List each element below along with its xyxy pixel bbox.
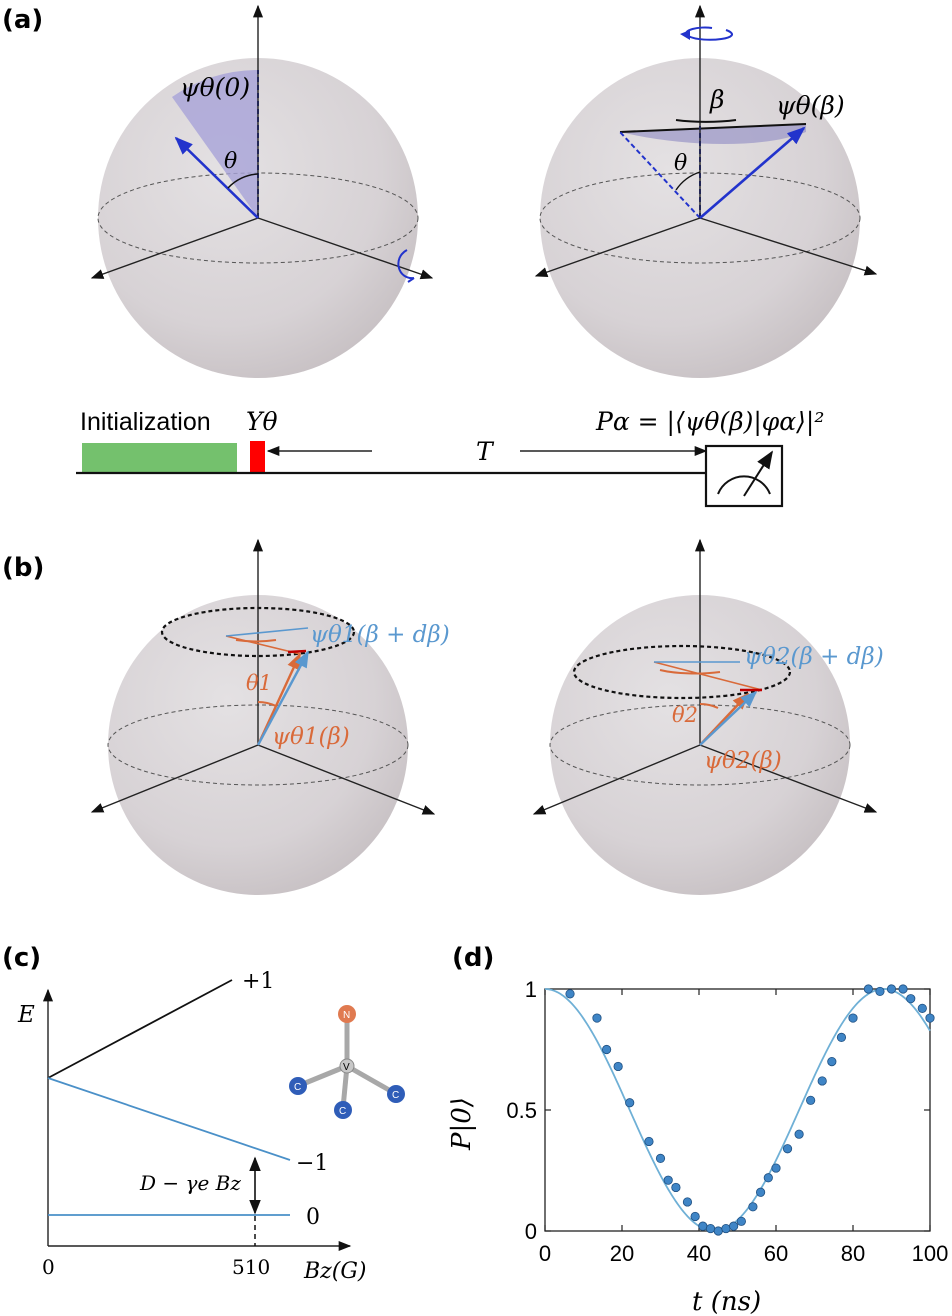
atom-c-label-2: C (339, 1106, 346, 1117)
pulse-sequence (76, 441, 784, 508)
panel-label-a: (a) (2, 5, 43, 35)
level-plus-one-line (47, 979, 233, 1079)
bloch-sphere-left-a (90, 4, 434, 378)
bloch-sphere-left-b (90, 538, 436, 895)
level-label-plus-one: +1 (242, 969, 274, 994)
data-point (705, 1223, 716, 1234)
measurement-probability-label: Pα = |⟨ψθ(β)|φα⟩|² (595, 407, 824, 437)
data-point (736, 1216, 746, 1226)
fit-curve (544, 988, 931, 1232)
panel-label-c: (c) (2, 943, 41, 973)
x-axis-label: t (ns) (692, 1287, 761, 1316)
data-point (906, 994, 916, 1004)
atom-v-label: V (343, 1062, 350, 1073)
data-point (917, 1003, 927, 1013)
atom-c-label-1: C (294, 1082, 301, 1093)
data-point (625, 1098, 635, 1108)
data-point (671, 1182, 681, 1193)
data-point (721, 1223, 731, 1234)
data-point (806, 1095, 816, 1105)
data-point (644, 1136, 654, 1147)
data-point (682, 1197, 693, 1207)
data-point (729, 1221, 739, 1231)
data-point (827, 1057, 837, 1067)
energy-axis-label: E (17, 1002, 35, 1028)
level-label-minus-one: −1 (296, 1151, 328, 1176)
data-point (592, 1013, 602, 1023)
data-point (698, 1221, 708, 1231)
bloch-sphere-right-b (532, 538, 878, 895)
data-point (817, 1076, 827, 1086)
data-point (886, 984, 897, 994)
y-tick-label: 0.5 (506, 1098, 537, 1123)
energy-level-diagram (42, 979, 405, 1252)
data-point (748, 1202, 758, 1212)
panel-label-d: (d) (452, 943, 494, 973)
initialization-label: Initialization (80, 408, 211, 436)
data-point (836, 1032, 847, 1043)
data-point (875, 986, 885, 997)
bloch-sphere-right-a (534, 4, 878, 378)
angle-label-theta1: θ1 (246, 671, 272, 695)
zero-field-gap-label: D − γe Bz (139, 1171, 241, 1195)
x-tick-label: 100 (912, 1241, 949, 1266)
level-minus-one-line (47, 1077, 291, 1161)
data-point (755, 1187, 766, 1197)
data-point (663, 1175, 673, 1185)
data-point (690, 1211, 700, 1222)
data-point (601, 1044, 612, 1055)
x-tick-label: 80 (841, 1241, 865, 1266)
x-tick-label: 60 (764, 1241, 788, 1266)
data-point (925, 1013, 935, 1023)
level-label-zero: 0 (306, 1205, 320, 1230)
angle-label-beta: β (709, 85, 724, 114)
data-point (565, 989, 575, 999)
angle-label-theta-right: θ (674, 151, 687, 176)
pulse-label-y-theta: Yθ (246, 407, 278, 436)
data-point (782, 1144, 793, 1154)
state-label-psi-theta2-lower: ψθ2(β) (704, 748, 782, 774)
nv-center-molecule-icon (289, 1005, 405, 1119)
x-tick-label: 20 (610, 1241, 634, 1266)
panel-label-b: (b) (2, 553, 44, 583)
data-point (763, 1173, 773, 1183)
data-point (655, 1153, 666, 1164)
y-tick-label: 1 (525, 977, 537, 1002)
y-tick-label: 0 (525, 1219, 537, 1244)
data-point (848, 1013, 858, 1023)
data-point (898, 984, 908, 994)
delay-label-t: T (476, 437, 495, 466)
atom-c-label-3: C (392, 1090, 399, 1101)
rabi-oscillation-chart: 0 20 40 60 80 100 0 0.5 1 (506, 977, 948, 1266)
x-tick-510: 510 (232, 1255, 270, 1279)
x-tick-label: 40 (687, 1241, 711, 1266)
state-label-psi-theta2-upper: ψθ2(β + dβ) (744, 644, 884, 670)
state-label-psi-0: ψθ(0) (180, 73, 250, 102)
x-tick-label: 0 (539, 1241, 551, 1266)
state-label-psi-theta1-upper: ψθ1(β + dβ) (310, 622, 450, 648)
state-label-psi-theta1-lower: ψθ1(β) (272, 724, 350, 750)
field-axis-label: Bz(G) (303, 1259, 367, 1284)
data-point (613, 1061, 623, 1072)
x-tick-0: 0 (42, 1255, 55, 1279)
state-label-psi-beta: ψθ(β) (776, 91, 845, 120)
data-point (771, 1163, 781, 1173)
data-point (794, 1129, 804, 1139)
angle-label-theta-left: θ (224, 149, 237, 174)
plot-frame (544, 988, 931, 1232)
data-point (713, 1226, 723, 1236)
angle-label-theta2: θ2 (672, 703, 698, 727)
y-axis-label: P|0⟩ (447, 1097, 477, 1151)
data-point (863, 984, 874, 994)
atom-n-label: N (343, 1010, 350, 1021)
